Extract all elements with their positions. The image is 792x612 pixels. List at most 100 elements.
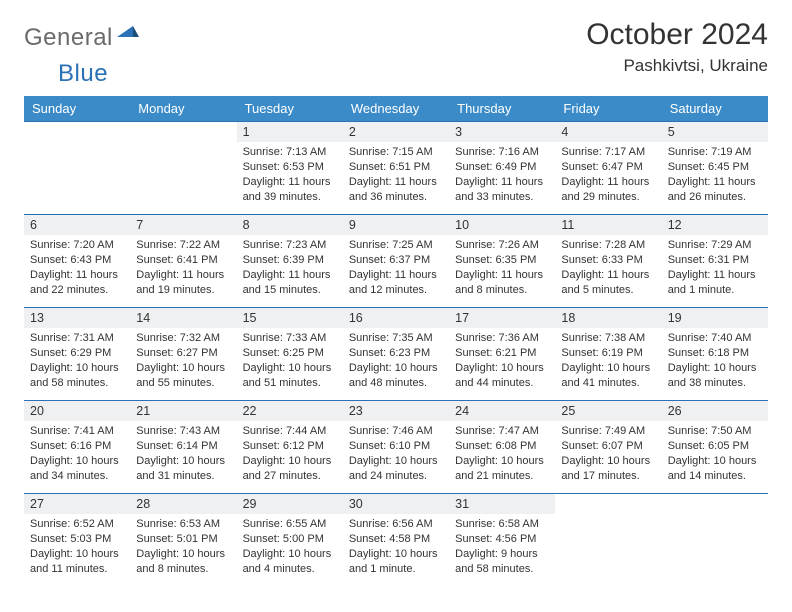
day-number: 27 <box>24 494 130 514</box>
calendar-day-cell: 22Sunrise: 7:44 AMSunset: 6:12 PMDayligh… <box>237 401 343 494</box>
day-number: 22 <box>237 401 343 421</box>
day-details: Sunrise: 6:58 AMSunset: 4:56 PMDaylight:… <box>449 514 555 579</box>
day-number: 11 <box>555 215 661 235</box>
day-details: Sunrise: 7:31 AMSunset: 6:29 PMDaylight:… <box>24 328 130 393</box>
day-details: Sunrise: 7:35 AMSunset: 6:23 PMDaylight:… <box>343 328 449 393</box>
day-number: 28 <box>130 494 236 514</box>
day-number: 31 <box>449 494 555 514</box>
weekday-header: Sunday <box>24 96 130 122</box>
calendar-day-cell: 30Sunrise: 6:56 AMSunset: 4:58 PMDayligh… <box>343 494 449 587</box>
calendar-day-cell: 16Sunrise: 7:35 AMSunset: 6:23 PMDayligh… <box>343 308 449 401</box>
location-subtitle: Pashkivtsi, Ukraine <box>586 56 768 76</box>
day-details: Sunrise: 7:49 AMSunset: 6:07 PMDaylight:… <box>555 421 661 486</box>
calendar-day-cell: 20Sunrise: 7:41 AMSunset: 6:16 PMDayligh… <box>24 401 130 494</box>
calendar-empty-cell <box>130 122 236 215</box>
calendar-day-cell: 11Sunrise: 7:28 AMSunset: 6:33 PMDayligh… <box>555 215 661 308</box>
logo: General <box>24 24 141 52</box>
day-details: Sunrise: 7:19 AMSunset: 6:45 PMDaylight:… <box>662 142 768 207</box>
day-number: 18 <box>555 308 661 328</box>
day-number: 1 <box>237 122 343 142</box>
weekday-header: Tuesday <box>237 96 343 122</box>
weekday-header: Monday <box>130 96 236 122</box>
logo-mark-icon <box>117 22 139 43</box>
calendar-day-cell: 14Sunrise: 7:32 AMSunset: 6:27 PMDayligh… <box>130 308 236 401</box>
day-number: 24 <box>449 401 555 421</box>
day-details: Sunrise: 7:33 AMSunset: 6:25 PMDaylight:… <box>237 328 343 393</box>
day-number: 2 <box>343 122 449 142</box>
day-details: Sunrise: 7:26 AMSunset: 6:35 PMDaylight:… <box>449 235 555 300</box>
calendar-day-cell: 10Sunrise: 7:26 AMSunset: 6:35 PMDayligh… <box>449 215 555 308</box>
calendar-day-cell: 5Sunrise: 7:19 AMSunset: 6:45 PMDaylight… <box>662 122 768 215</box>
calendar-day-cell: 4Sunrise: 7:17 AMSunset: 6:47 PMDaylight… <box>555 122 661 215</box>
day-details: Sunrise: 7:46 AMSunset: 6:10 PMDaylight:… <box>343 421 449 486</box>
day-details: Sunrise: 7:17 AMSunset: 6:47 PMDaylight:… <box>555 142 661 207</box>
calendar-day-cell: 21Sunrise: 7:43 AMSunset: 6:14 PMDayligh… <box>130 401 236 494</box>
day-details: Sunrise: 7:40 AMSunset: 6:18 PMDaylight:… <box>662 328 768 393</box>
day-details: Sunrise: 7:29 AMSunset: 6:31 PMDaylight:… <box>662 235 768 300</box>
calendar-day-cell: 1Sunrise: 7:13 AMSunset: 6:53 PMDaylight… <box>237 122 343 215</box>
calendar-day-cell: 13Sunrise: 7:31 AMSunset: 6:29 PMDayligh… <box>24 308 130 401</box>
calendar-day-cell: 12Sunrise: 7:29 AMSunset: 6:31 PMDayligh… <box>662 215 768 308</box>
day-number: 12 <box>662 215 768 235</box>
day-number: 17 <box>449 308 555 328</box>
calendar-week-row: 20Sunrise: 7:41 AMSunset: 6:16 PMDayligh… <box>24 401 768 494</box>
day-number: 9 <box>343 215 449 235</box>
calendar-day-cell: 9Sunrise: 7:25 AMSunset: 6:37 PMDaylight… <box>343 215 449 308</box>
calendar-day-cell: 15Sunrise: 7:33 AMSunset: 6:25 PMDayligh… <box>237 308 343 401</box>
calendar-day-cell: 18Sunrise: 7:38 AMSunset: 6:19 PMDayligh… <box>555 308 661 401</box>
calendar-day-cell: 24Sunrise: 7:47 AMSunset: 6:08 PMDayligh… <box>449 401 555 494</box>
day-number: 3 <box>449 122 555 142</box>
day-details: Sunrise: 7:36 AMSunset: 6:21 PMDaylight:… <box>449 328 555 393</box>
day-number: 6 <box>24 215 130 235</box>
logo-text-blue: Blue <box>58 60 108 88</box>
calendar-day-cell: 19Sunrise: 7:40 AMSunset: 6:18 PMDayligh… <box>662 308 768 401</box>
day-details: Sunrise: 6:56 AMSunset: 4:58 PMDaylight:… <box>343 514 449 579</box>
day-details: Sunrise: 7:16 AMSunset: 6:49 PMDaylight:… <box>449 142 555 207</box>
day-number: 19 <box>662 308 768 328</box>
day-details: Sunrise: 7:50 AMSunset: 6:05 PMDaylight:… <box>662 421 768 486</box>
weekday-header: Wednesday <box>343 96 449 122</box>
calendar-day-cell: 3Sunrise: 7:16 AMSunset: 6:49 PMDaylight… <box>449 122 555 215</box>
day-number: 26 <box>662 401 768 421</box>
calendar-week-row: 27Sunrise: 6:52 AMSunset: 5:03 PMDayligh… <box>24 494 768 587</box>
calendar-day-cell: 28Sunrise: 6:53 AMSunset: 5:01 PMDayligh… <box>130 494 236 587</box>
day-number: 10 <box>449 215 555 235</box>
day-number: 5 <box>662 122 768 142</box>
day-details: Sunrise: 7:44 AMSunset: 6:12 PMDaylight:… <box>237 421 343 486</box>
logo-text-general: General <box>24 24 113 52</box>
calendar-empty-cell <box>555 494 661 587</box>
day-number: 15 <box>237 308 343 328</box>
calendar-day-cell: 31Sunrise: 6:58 AMSunset: 4:56 PMDayligh… <box>449 494 555 587</box>
weekday-header: Thursday <box>449 96 555 122</box>
day-number: 21 <box>130 401 236 421</box>
calendar-week-row: 6Sunrise: 7:20 AMSunset: 6:43 PMDaylight… <box>24 215 768 308</box>
day-details: Sunrise: 7:28 AMSunset: 6:33 PMDaylight:… <box>555 235 661 300</box>
day-details: Sunrise: 7:25 AMSunset: 6:37 PMDaylight:… <box>343 235 449 300</box>
day-number: 4 <box>555 122 661 142</box>
day-number: 25 <box>555 401 661 421</box>
day-details: Sunrise: 7:23 AMSunset: 6:39 PMDaylight:… <box>237 235 343 300</box>
calendar-day-cell: 23Sunrise: 7:46 AMSunset: 6:10 PMDayligh… <box>343 401 449 494</box>
day-number: 29 <box>237 494 343 514</box>
calendar-day-cell: 6Sunrise: 7:20 AMSunset: 6:43 PMDaylight… <box>24 215 130 308</box>
calendar-week-row: 1Sunrise: 7:13 AMSunset: 6:53 PMDaylight… <box>24 122 768 215</box>
day-number: 30 <box>343 494 449 514</box>
day-details: Sunrise: 7:22 AMSunset: 6:41 PMDaylight:… <box>130 235 236 300</box>
title-block: October 2024 Pashkivtsi, Ukraine <box>586 18 768 76</box>
calendar-day-cell: 29Sunrise: 6:55 AMSunset: 5:00 PMDayligh… <box>237 494 343 587</box>
day-details: Sunrise: 7:38 AMSunset: 6:19 PMDaylight:… <box>555 328 661 393</box>
calendar-day-cell: 7Sunrise: 7:22 AMSunset: 6:41 PMDaylight… <box>130 215 236 308</box>
day-details: Sunrise: 7:20 AMSunset: 6:43 PMDaylight:… <box>24 235 130 300</box>
day-details: Sunrise: 7:32 AMSunset: 6:27 PMDaylight:… <box>130 328 236 393</box>
weekday-header: Saturday <box>662 96 768 122</box>
calendar-day-cell: 2Sunrise: 7:15 AMSunset: 6:51 PMDaylight… <box>343 122 449 215</box>
calendar-table: SundayMondayTuesdayWednesdayThursdayFrid… <box>24 96 768 587</box>
calendar-day-cell: 25Sunrise: 7:49 AMSunset: 6:07 PMDayligh… <box>555 401 661 494</box>
calendar-body: 1Sunrise: 7:13 AMSunset: 6:53 PMDaylight… <box>24 122 768 587</box>
day-number: 13 <box>24 308 130 328</box>
calendar-empty-cell <box>24 122 130 215</box>
calendar-day-cell: 17Sunrise: 7:36 AMSunset: 6:21 PMDayligh… <box>449 308 555 401</box>
day-details: Sunrise: 7:13 AMSunset: 6:53 PMDaylight:… <box>237 142 343 207</box>
weekday-header-row: SundayMondayTuesdayWednesdayThursdayFrid… <box>24 96 768 122</box>
day-details: Sunrise: 7:47 AMSunset: 6:08 PMDaylight:… <box>449 421 555 486</box>
